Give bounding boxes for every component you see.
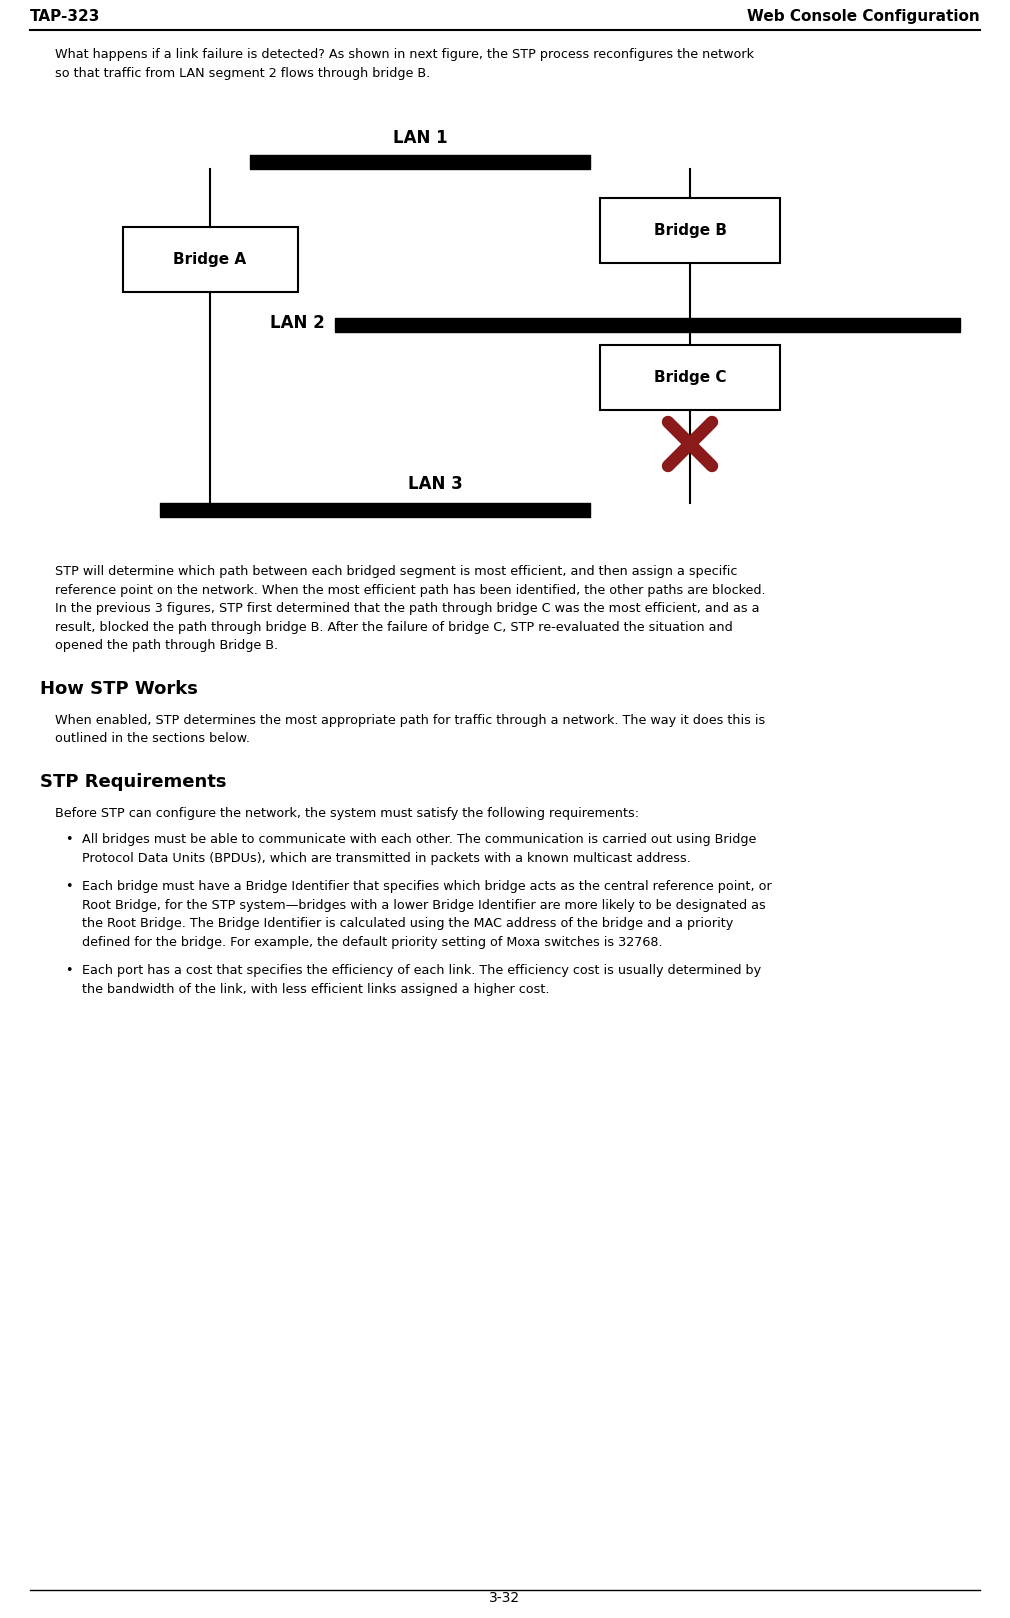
Text: Each port has a cost that specifies the efficiency of each link. The efficiency : Each port has a cost that specifies the … [82,964,762,977]
Bar [600,197,780,264]
Text: TAP-323: TAP-323 [30,10,100,24]
Text: Before STP can configure the network, the system must satisfy the following requ: Before STP can configure the network, th… [55,806,639,819]
Text: Bridge B: Bridge B [653,223,726,238]
Text: Each bridge must have a Bridge Identifier that specifies which bridge acts as th: Each bridge must have a Bridge Identifie… [82,880,772,893]
Text: Bridge A: Bridge A [174,252,246,267]
Text: LAN 1: LAN 1 [393,129,447,147]
Text: Root Bridge, for the STP system—bridges with a lower Bridge Identifier are more : Root Bridge, for the STP system—bridges … [82,898,766,911]
Text: STP Requirements: STP Requirements [40,772,226,791]
Text: What happens if a link failure is detected? As shown in next figure, the STP pro: What happens if a link failure is detect… [55,49,754,61]
Bar [600,345,780,409]
Text: 3-32: 3-32 [490,1590,520,1605]
Text: STP will determine which path between each bridged segment is most efficient, an: STP will determine which path between ea… [55,565,737,578]
Text: •: • [65,880,73,893]
Text: All bridges must be able to communicate with each other. The communication is ca: All bridges must be able to communicate … [82,833,756,846]
Text: •: • [65,964,73,977]
Text: so that traffic from LAN segment 2 flows through bridge B.: so that traffic from LAN segment 2 flows… [55,66,430,79]
Text: LAN 3: LAN 3 [408,476,463,493]
Text: When enabled, STP determines the most appropriate path for traffic through a net: When enabled, STP determines the most ap… [55,714,766,726]
Text: reference point on the network. When the most efficient path has been identified: reference point on the network. When the… [55,584,766,597]
Text: Protocol Data Units (BPDUs), which are transmitted in packets with a known multi: Protocol Data Units (BPDUs), which are t… [82,851,691,864]
Text: Web Console Configuration: Web Console Configuration [747,10,980,24]
Text: How STP Works: How STP Works [40,680,198,697]
Text: •: • [65,833,73,846]
Text: defined for the bridge. For example, the default priority setting of Moxa switch: defined for the bridge. For example, the… [82,935,663,948]
Text: outlined in the sections below.: outlined in the sections below. [55,731,250,744]
Text: In the previous 3 figures, STP first determined that the path through bridge C w: In the previous 3 figures, STP first det… [55,602,760,615]
Text: opened the path through Bridge B.: opened the path through Bridge B. [55,639,278,652]
Text: result, blocked the path through bridge B. After the failure of bridge C, STP re: result, blocked the path through bridge … [55,620,732,634]
Text: the bandwidth of the link, with less efficient links assigned a higher cost.: the bandwidth of the link, with less eff… [82,982,549,995]
Text: the Root Bridge. The Bridge Identifier is calculated using the MAC address of th: the Root Bridge. The Bridge Identifier i… [82,917,733,930]
Bar [122,227,298,291]
Text: Bridge C: Bridge C [653,371,726,385]
Text: LAN 2: LAN 2 [271,314,325,332]
